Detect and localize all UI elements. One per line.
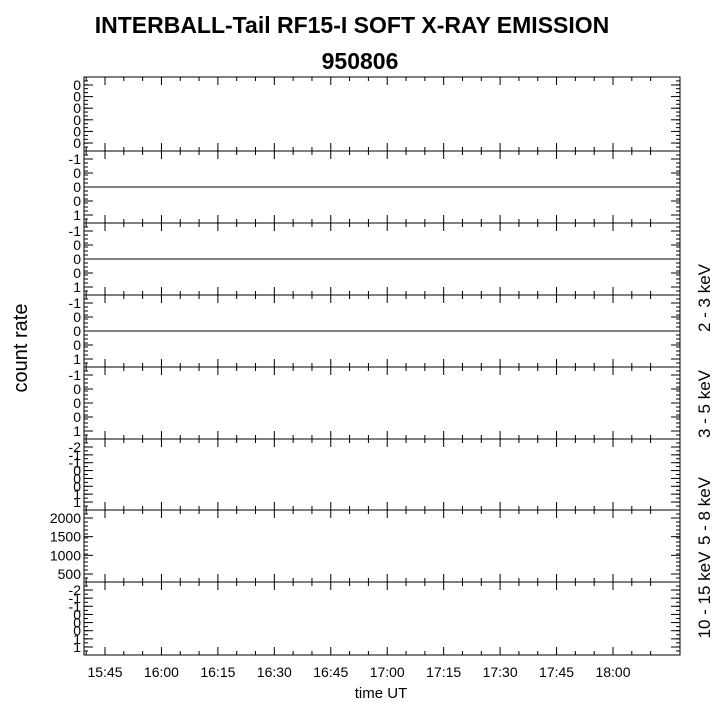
x-tick-label: 18:00 bbox=[595, 664, 630, 680]
panel-frame bbox=[83, 509, 681, 583]
y-tick-label: -1 bbox=[69, 295, 82, 311]
y-tick-label: 1500 bbox=[50, 529, 81, 545]
y-tick-label: 0 bbox=[73, 337, 81, 353]
y-tick-label: 1 bbox=[73, 631, 81, 647]
y-tick-label: -1 bbox=[69, 367, 82, 383]
y-tick-label: -1 bbox=[69, 590, 82, 606]
panel-frame bbox=[83, 366, 681, 440]
y-tick-label: 0 bbox=[73, 623, 81, 639]
y-tick-label: 0 bbox=[73, 251, 81, 267]
y-tick-label: -1 bbox=[69, 151, 82, 167]
y-tick-label: 0 bbox=[73, 395, 81, 411]
y-tick-label: 1 bbox=[73, 207, 81, 223]
y-tick-label: 0 bbox=[73, 179, 81, 195]
y-tick-label: -1 bbox=[69, 598, 82, 614]
y-tick-label: 0 bbox=[73, 123, 81, 139]
chart-title: INTERBALL-Tail RF15-I SOFT X-RAY EMISSIO… bbox=[95, 12, 610, 38]
y-tick-label: 0 bbox=[73, 265, 81, 281]
y-tick-label: 0 bbox=[73, 409, 81, 425]
y-tick-label: 0 bbox=[73, 615, 81, 631]
y-tick-label: 0 bbox=[73, 165, 81, 181]
y-tick-label: 0 bbox=[73, 323, 81, 339]
chart-subtitle: 950806 bbox=[322, 48, 399, 74]
y-tick-label: -1 bbox=[69, 447, 82, 463]
y-tick-label: 1 bbox=[73, 486, 81, 502]
y-tick-label: 1 bbox=[73, 423, 81, 439]
panel-7: 2000 1500 1000 500 bbox=[50, 509, 681, 583]
y-tick-label: -1 bbox=[69, 455, 82, 471]
panel-frame bbox=[83, 438, 681, 511]
y-tick-label: 1 bbox=[73, 494, 81, 510]
y-tick-label: 0 bbox=[73, 470, 81, 486]
y-tick-label: 0 bbox=[73, 381, 81, 397]
y-tick-label: 1 bbox=[73, 639, 81, 655]
energy-band-label: 3 - 5 keV bbox=[695, 369, 714, 438]
panel-frame bbox=[83, 76, 681, 152]
y-axis-label: count rate bbox=[10, 304, 32, 393]
x-tick-labels: 15:45 16:00 16:15 16:30 16:45 17:00 17:15 17:30… bbox=[87, 664, 630, 680]
y-tick-label: 500 bbox=[58, 566, 82, 582]
energy-band-label: 2 - 3 keV bbox=[695, 263, 714, 332]
x-axis-label: time UT bbox=[355, 685, 408, 702]
y-tick-label: 0 bbox=[73, 463, 81, 479]
energy-band-label: 10 - 15 keV bbox=[695, 551, 714, 639]
x-tick-label: 16:00 bbox=[144, 664, 179, 680]
y-tick-label: 0 bbox=[73, 478, 81, 494]
y-tick-label: 1 bbox=[73, 279, 81, 295]
x-tick-label: 17:30 bbox=[483, 664, 518, 680]
x-tick-label: 16:30 bbox=[257, 664, 292, 680]
y-tick-label: 1000 bbox=[50, 547, 81, 563]
x-tick-label: 17:00 bbox=[370, 664, 405, 680]
y-tick-label: 0 bbox=[73, 77, 81, 93]
y-tick-label: -2 bbox=[69, 439, 82, 455]
x-tick-label: 17:45 bbox=[539, 664, 574, 680]
y-tick-label: 0 bbox=[73, 193, 81, 209]
x-tick-label: 16:45 bbox=[313, 664, 348, 680]
y-tick-label: 0 bbox=[73, 135, 81, 151]
y-tick-label: 2000 bbox=[50, 510, 81, 526]
x-tick-label: 15:45 bbox=[87, 664, 122, 680]
y-tick-label: -2 bbox=[69, 582, 82, 598]
energy-band-label: 5 - 8 keV bbox=[695, 476, 714, 545]
x-tick-label: 16:15 bbox=[200, 664, 235, 680]
y-tick-label: 0 bbox=[73, 100, 81, 116]
y-tick-label: 0 bbox=[73, 237, 81, 253]
energy-band-labels: 2 - 3 keV 3 - 5 keV 5 - 8 keV 10 - 15 keV bbox=[695, 263, 714, 638]
x-tick-label: 17:15 bbox=[426, 664, 461, 680]
y-tick-label: 0 bbox=[73, 112, 81, 128]
panel-frame bbox=[83, 581, 681, 656]
y-tick-label: 0 bbox=[73, 606, 81, 622]
plot-panels: 000000-10001-10001-10001-10001-2-1-10001… bbox=[50, 76, 681, 656]
y-tick-label: -1 bbox=[69, 223, 82, 239]
y-tick-label: 0 bbox=[73, 89, 81, 105]
y-tick-label: 1 bbox=[73, 351, 81, 367]
y-tick-label: 0 bbox=[73, 309, 81, 325]
